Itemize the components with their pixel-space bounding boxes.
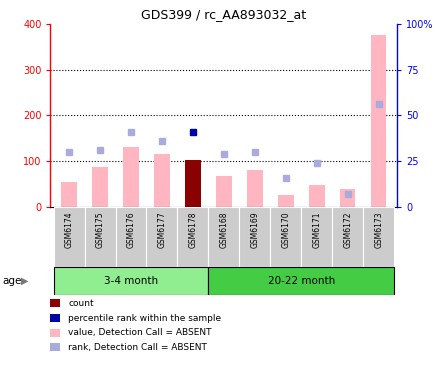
Bar (370, 35, 385, 207)
Text: GSM6175: GSM6175 (95, 212, 104, 248)
Bar (92, 167, 107, 207)
Bar (154, 154, 170, 207)
Bar (332, 207, 362, 267)
Bar (300, 207, 332, 267)
Text: GSM6169: GSM6169 (250, 212, 259, 248)
Bar (339, 190, 355, 207)
Text: GSM6171: GSM6171 (311, 212, 321, 248)
Text: GSM6172: GSM6172 (343, 212, 351, 248)
Text: 3-4 month: 3-4 month (104, 276, 158, 286)
Bar (247, 170, 262, 207)
Bar (239, 207, 270, 267)
Bar (208, 207, 239, 267)
Text: GSM6177: GSM6177 (157, 212, 166, 248)
Bar (53, 267, 208, 295)
Bar (215, 176, 231, 207)
Bar (308, 185, 324, 207)
Bar (61, 182, 77, 207)
Bar (123, 147, 138, 207)
Text: percentile rank within the sample: percentile rank within the sample (68, 314, 221, 322)
Bar (208, 267, 393, 295)
Bar (270, 207, 300, 267)
Text: GSM6176: GSM6176 (126, 212, 135, 248)
Text: ▶: ▶ (21, 276, 28, 286)
Bar (146, 207, 177, 267)
Bar (277, 195, 293, 207)
Text: value, Detection Call = ABSENT: value, Detection Call = ABSENT (68, 328, 211, 337)
Bar (177, 207, 208, 267)
Text: GSM6178: GSM6178 (188, 212, 197, 248)
Bar (53, 207, 85, 267)
Text: 20-22 month: 20-22 month (267, 276, 334, 286)
Text: age: age (2, 276, 21, 286)
Text: GSM6173: GSM6173 (373, 212, 382, 248)
Text: GSM6170: GSM6170 (281, 212, 290, 248)
Bar (85, 207, 115, 267)
Text: rank, Detection Call = ABSENT: rank, Detection Call = ABSENT (68, 343, 206, 352)
Bar (185, 160, 200, 207)
Text: count: count (68, 299, 93, 308)
Bar (115, 207, 146, 267)
Bar (362, 207, 393, 267)
Text: GSM6168: GSM6168 (219, 212, 228, 248)
Title: GDS399 / rc_AA893032_at: GDS399 / rc_AA893032_at (141, 8, 306, 21)
Text: GSM6174: GSM6174 (64, 212, 74, 248)
